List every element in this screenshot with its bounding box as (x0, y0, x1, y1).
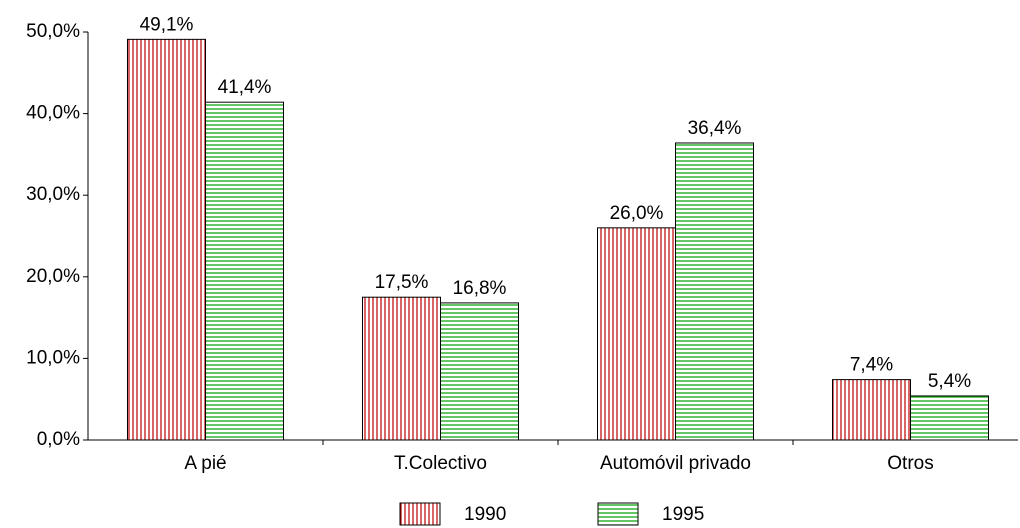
value-label: 5,4% (928, 371, 971, 392)
bar (440, 302, 519, 441)
y-tick-label: 20,0% (26, 266, 80, 287)
y-tick-label: 40,0% (26, 103, 80, 124)
legend-label: 1995 (662, 504, 704, 525)
x-tick-label: Automóvil privado (600, 453, 751, 474)
bar (362, 296, 441, 441)
y-tick-label: 50,0% (26, 21, 80, 42)
y-tick-label: 10,0% (26, 347, 80, 368)
bar (675, 142, 754, 441)
bar (127, 38, 206, 441)
value-label: 36,4% (688, 118, 742, 139)
value-label: 49,1% (140, 14, 194, 35)
legend-label: 1990 (464, 504, 506, 525)
bar (205, 101, 284, 441)
y-tick-label: 0,0% (37, 429, 80, 450)
x-tick-label: T.Colectivo (394, 453, 487, 474)
bar (910, 395, 989, 441)
value-label: 26,0% (610, 203, 664, 224)
legend-swatch (597, 502, 639, 526)
value-label: 17,5% (375, 272, 429, 293)
bar (832, 379, 911, 441)
value-label: 16,8% (453, 278, 507, 299)
x-tick-label: A pié (184, 453, 226, 474)
legend-swatch (399, 502, 441, 526)
value-label: 7,4% (850, 355, 893, 376)
value-label: 41,4% (218, 77, 272, 98)
x-tick-label: Otros (887, 453, 933, 474)
y-tick-label: 30,0% (26, 184, 80, 205)
bar (597, 227, 676, 441)
